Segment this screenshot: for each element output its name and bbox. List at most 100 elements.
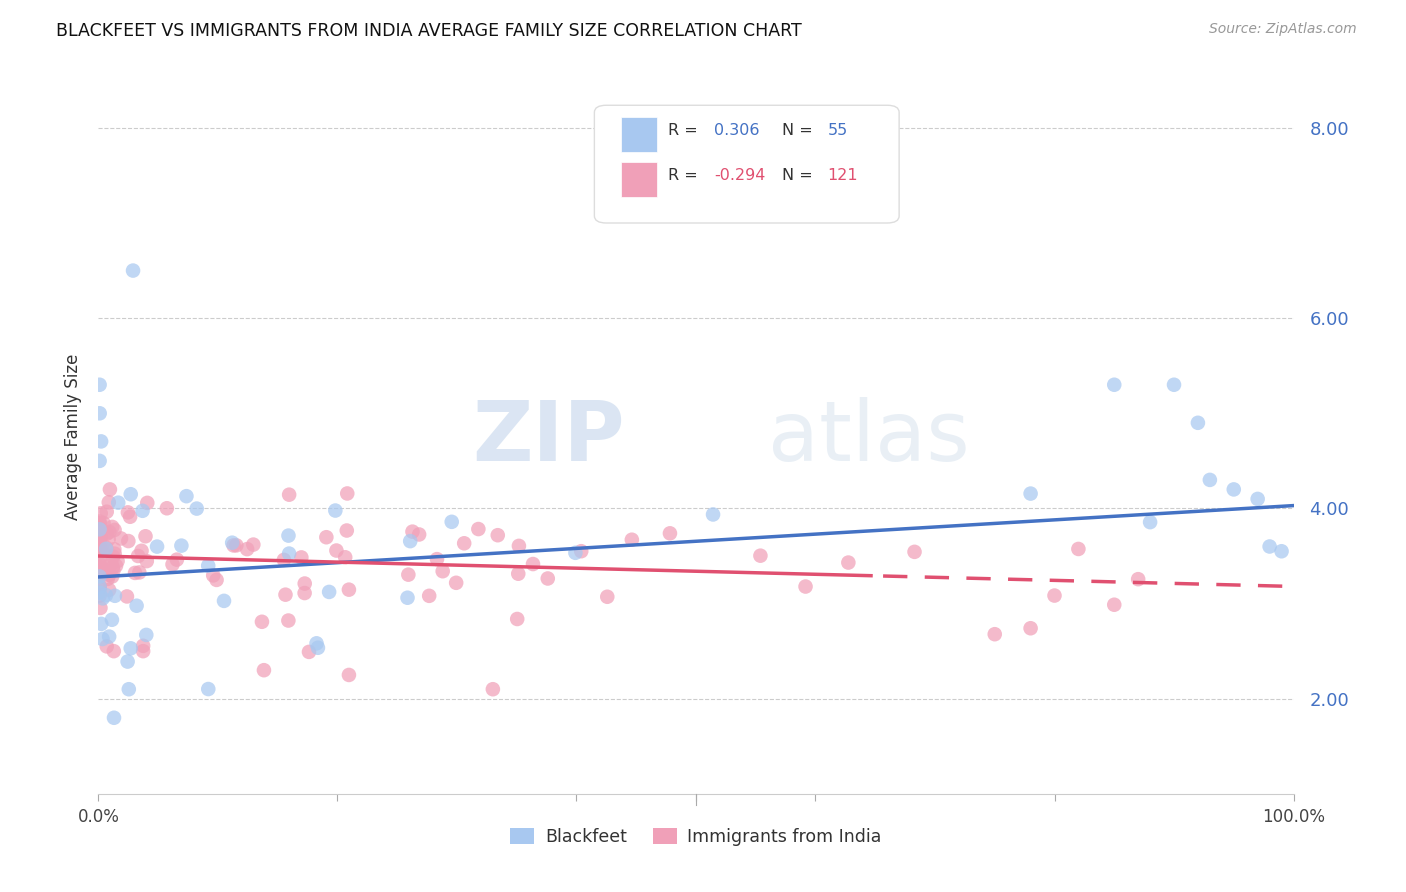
Point xyxy=(1199,473,1222,487)
Point xyxy=(794,580,817,594)
Point xyxy=(134,529,156,543)
Point xyxy=(117,655,139,669)
Point xyxy=(212,594,235,608)
Point xyxy=(396,567,419,582)
Point xyxy=(98,630,121,644)
Point xyxy=(89,377,111,392)
Point xyxy=(564,546,586,560)
Point xyxy=(120,509,142,524)
Point xyxy=(117,505,139,519)
Point xyxy=(396,591,419,605)
Point xyxy=(225,538,247,552)
Point xyxy=(94,588,117,602)
Point xyxy=(444,575,467,590)
Point xyxy=(1271,544,1294,558)
Point xyxy=(98,567,121,582)
Point xyxy=(242,538,264,552)
Text: N =: N = xyxy=(782,168,818,183)
Point xyxy=(94,541,117,556)
Point xyxy=(596,590,619,604)
Point xyxy=(89,524,111,539)
Legend: Blackfeet, Immigrants from India: Blackfeet, Immigrants from India xyxy=(503,821,889,853)
Point xyxy=(90,566,112,581)
Point xyxy=(94,541,117,555)
Point xyxy=(197,681,219,696)
Point xyxy=(903,545,925,559)
Point xyxy=(453,536,475,550)
Point xyxy=(336,524,359,538)
Point xyxy=(508,539,530,553)
Point xyxy=(408,527,430,541)
Point xyxy=(166,552,188,566)
Point xyxy=(93,554,115,568)
Point xyxy=(486,528,509,542)
Point xyxy=(89,601,111,615)
Point xyxy=(91,591,114,606)
Text: N =: N = xyxy=(782,123,818,138)
Point xyxy=(90,540,112,554)
Point xyxy=(135,554,157,568)
Point xyxy=(96,505,118,519)
Point xyxy=(98,524,121,539)
Point xyxy=(90,530,112,544)
Point xyxy=(294,586,316,600)
Point xyxy=(110,532,132,546)
Text: Source: ZipAtlas.com: Source: ZipAtlas.com xyxy=(1209,22,1357,37)
Point xyxy=(89,552,111,566)
Point xyxy=(89,516,111,531)
Point xyxy=(103,523,125,537)
Point xyxy=(337,668,360,682)
FancyBboxPatch shape xyxy=(595,105,900,223)
Point xyxy=(101,549,124,564)
Point xyxy=(467,522,489,536)
Point xyxy=(107,496,129,510)
Point xyxy=(89,523,111,537)
Point xyxy=(89,515,111,529)
Point xyxy=(506,612,529,626)
Point xyxy=(90,567,112,582)
Point xyxy=(337,582,360,597)
Point xyxy=(176,489,198,503)
Point xyxy=(91,632,114,646)
Point xyxy=(96,526,118,541)
Point xyxy=(984,627,1007,641)
Point xyxy=(89,406,111,420)
Point xyxy=(98,582,121,597)
Point xyxy=(90,616,112,631)
Point xyxy=(702,508,724,522)
Point xyxy=(90,543,112,558)
Point xyxy=(89,564,111,578)
Point xyxy=(440,515,463,529)
Point xyxy=(101,520,124,534)
Point xyxy=(146,540,169,554)
Point xyxy=(89,589,111,603)
Point xyxy=(222,538,245,552)
Point xyxy=(278,547,301,561)
FancyBboxPatch shape xyxy=(620,162,657,196)
Point xyxy=(522,557,544,571)
Point xyxy=(305,636,328,650)
Point xyxy=(128,566,150,580)
Point xyxy=(399,534,422,549)
Point xyxy=(120,487,142,501)
Point xyxy=(1043,589,1066,603)
Point xyxy=(89,560,111,574)
Point xyxy=(103,564,125,578)
Point xyxy=(136,496,159,510)
Point xyxy=(97,572,120,586)
Point xyxy=(89,585,111,599)
Point xyxy=(91,562,114,576)
Point xyxy=(418,589,440,603)
Y-axis label: Average Family Size: Average Family Size xyxy=(63,354,82,520)
Point xyxy=(307,640,329,655)
Point xyxy=(89,529,111,543)
Point xyxy=(1019,486,1042,500)
Point xyxy=(205,573,228,587)
Point xyxy=(156,501,179,516)
Point xyxy=(277,528,299,542)
Point xyxy=(325,543,347,558)
Point xyxy=(118,682,141,697)
Point xyxy=(482,682,505,697)
Point xyxy=(89,558,111,572)
Point xyxy=(197,558,219,573)
